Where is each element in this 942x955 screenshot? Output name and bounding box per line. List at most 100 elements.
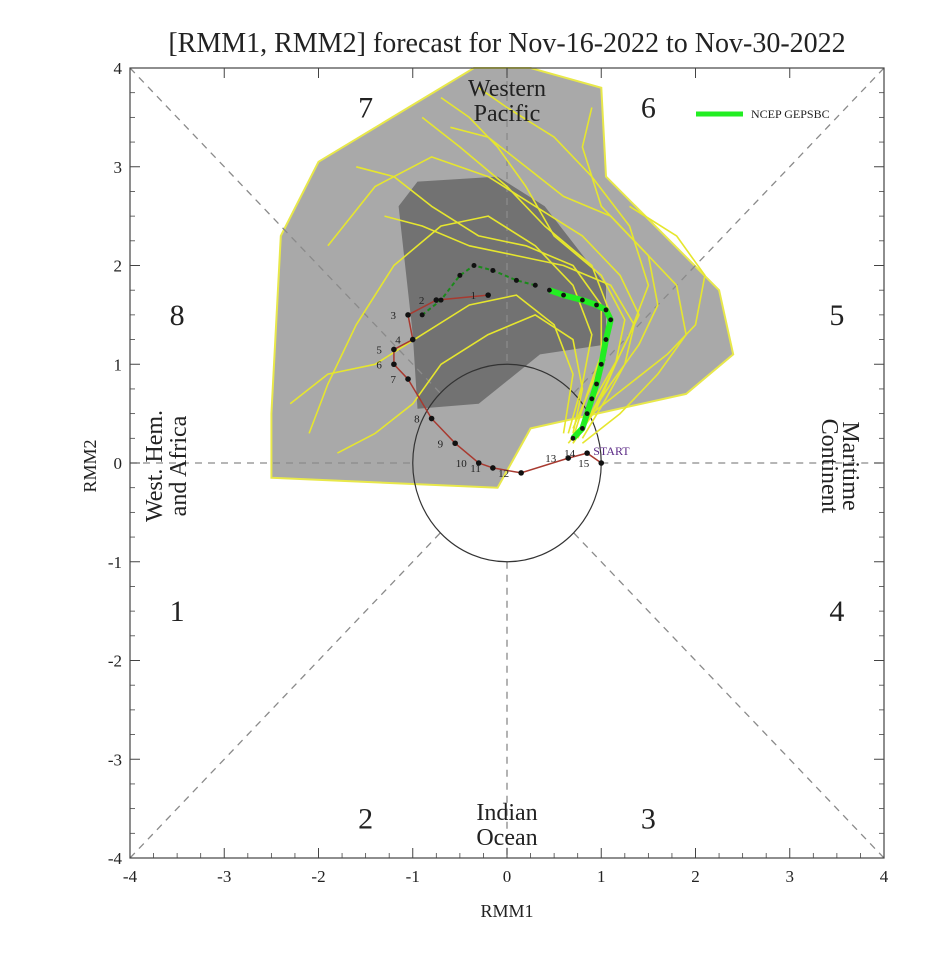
region-westhem-line1: West. Hem. [142,410,168,522]
observed-point-6 [391,361,397,368]
y-tick-label-0: 0 [114,454,123,473]
y-tick-label--1: -1 [108,553,122,572]
y-tick-label-1: 1 [114,355,123,374]
ensemble-member-line-1 [327,156,640,444]
ensemble-member-line-11 [384,215,636,439]
observed-day-label-8: 8 [414,414,420,426]
x-tick-label--3: -3 [217,867,231,886]
legend: NCEP GEPSBC [696,107,830,121]
observed-point-4 [409,336,416,343]
region-maritime-line1: Maritime [837,421,863,510]
spread-shading [270,67,735,489]
diagonal-guide-ne [573,67,885,394]
x-tick-label-3: 3 [786,867,795,886]
observed-point-13 [565,455,572,461]
observed-point-1 [485,292,491,298]
legend-label: NCEP GEPSBC [751,107,830,121]
ensemble-member-line-10 [337,314,584,454]
y-tick-label-2: 2 [114,257,123,276]
ensemble-mean-point-11 [580,297,585,303]
ensemble-mean-point-8 [608,317,614,323]
x-axis-title: RMM1 [480,901,533,921]
x-tick-label-0: 0 [503,867,512,886]
x-tick-label--1: -1 [406,867,420,886]
observed-day-label-3: 3 [391,310,397,322]
observed-point-14 [584,450,590,456]
ensemble-mean-point-2 [580,426,585,431]
phase-label-6: 6 [641,92,656,125]
region-indian-ocean-line2: Ocean [476,825,537,851]
observed-point-9 [452,440,458,447]
control-forecast-point-5 [457,272,463,278]
phase-label-2: 2 [358,803,373,836]
observed-point-7 [405,376,411,382]
ensemble-mean-track [419,263,614,441]
region-western-pacific-line2: Pacific [474,101,541,127]
region-indian-ocean-line1: Indian [476,800,537,826]
observed-day-label-1: 1 [471,290,477,302]
control-forecast-point-1 [532,282,538,288]
y-tick-label-4: 4 [114,59,123,78]
ensemble-mean-point-4 [589,396,595,402]
observed-day-label-11: 11 [470,463,481,475]
ensemble-mean-point-6 [598,361,604,367]
diagonal-guide-nw [129,67,441,394]
ensemble-mean-point-12 [561,292,566,298]
phase-guides [129,67,885,859]
ensemble-mean-point-3 [584,411,590,417]
control-forecast-point-2 [513,277,519,283]
x-tick-label--2: -2 [311,867,325,886]
observed-day-label-4: 4 [395,335,401,347]
phase-label-4: 4 [829,595,844,628]
diagonal-guide-sw [129,532,441,859]
observed-day-label-13: 13 [545,453,557,465]
y-tick-label--3: -3 [108,750,122,769]
diagonal-guide-se [573,532,885,859]
control-forecast-point-6 [438,297,444,303]
control-forecast-point-3 [490,267,496,273]
observed-day-label-6: 6 [376,359,382,371]
ensemble-mean-point-7 [603,337,609,342]
region-labels: Western Pacific Indian Ocean Maritime Co… [142,76,863,851]
observed-point-3 [405,312,411,318]
observed-point-10 [475,460,482,466]
phase-label-3: 3 [641,803,656,836]
observed-point-12 [518,470,524,476]
ensemble-member-line-9 [567,205,706,444]
observed-day-label-2: 2 [419,295,425,307]
observed-day-label-12: 12 [498,468,509,480]
ensemble-mean-point-10 [594,302,599,308]
observed-day-label-7: 7 [391,374,397,386]
x-tick-label-2: 2 [691,867,700,886]
phase-label-5: 5 [829,299,844,332]
ensemble-member-line-8 [355,166,603,439]
ensemble-mean-point-1 [570,435,576,441]
y-tick-label-3: 3 [114,158,123,177]
observed-point-2 [433,297,440,303]
observed-day-label-10: 10 [456,458,468,470]
x-tick-label--4: -4 [123,867,138,886]
phase-label-8: 8 [170,299,185,332]
y-tick-label--2: -2 [108,652,122,671]
ensemble-member-line-5 [581,107,687,444]
observed-day-label-15: 15 [578,458,590,470]
region-westhem-line2: and Africa [166,415,192,516]
ensemble-mean-point-5 [594,381,599,387]
phase-label-7: 7 [358,92,373,125]
ensemble-mean-point-13 [547,287,552,293]
x-tick-label-1: 1 [597,867,606,886]
ensemble-member-line-3 [308,215,593,434]
observed-point-8 [428,415,435,422]
ensemble-member-line-12 [440,96,626,444]
phase-label-1: 1 [170,595,185,628]
observed-day-label-9: 9 [438,438,444,450]
y-tick-label--4: -4 [108,849,123,868]
region-western-pacific-line1: Western [468,76,546,102]
observed-day-label-14: 14 [564,448,576,460]
y-axis-title: RMM2 [80,439,100,492]
